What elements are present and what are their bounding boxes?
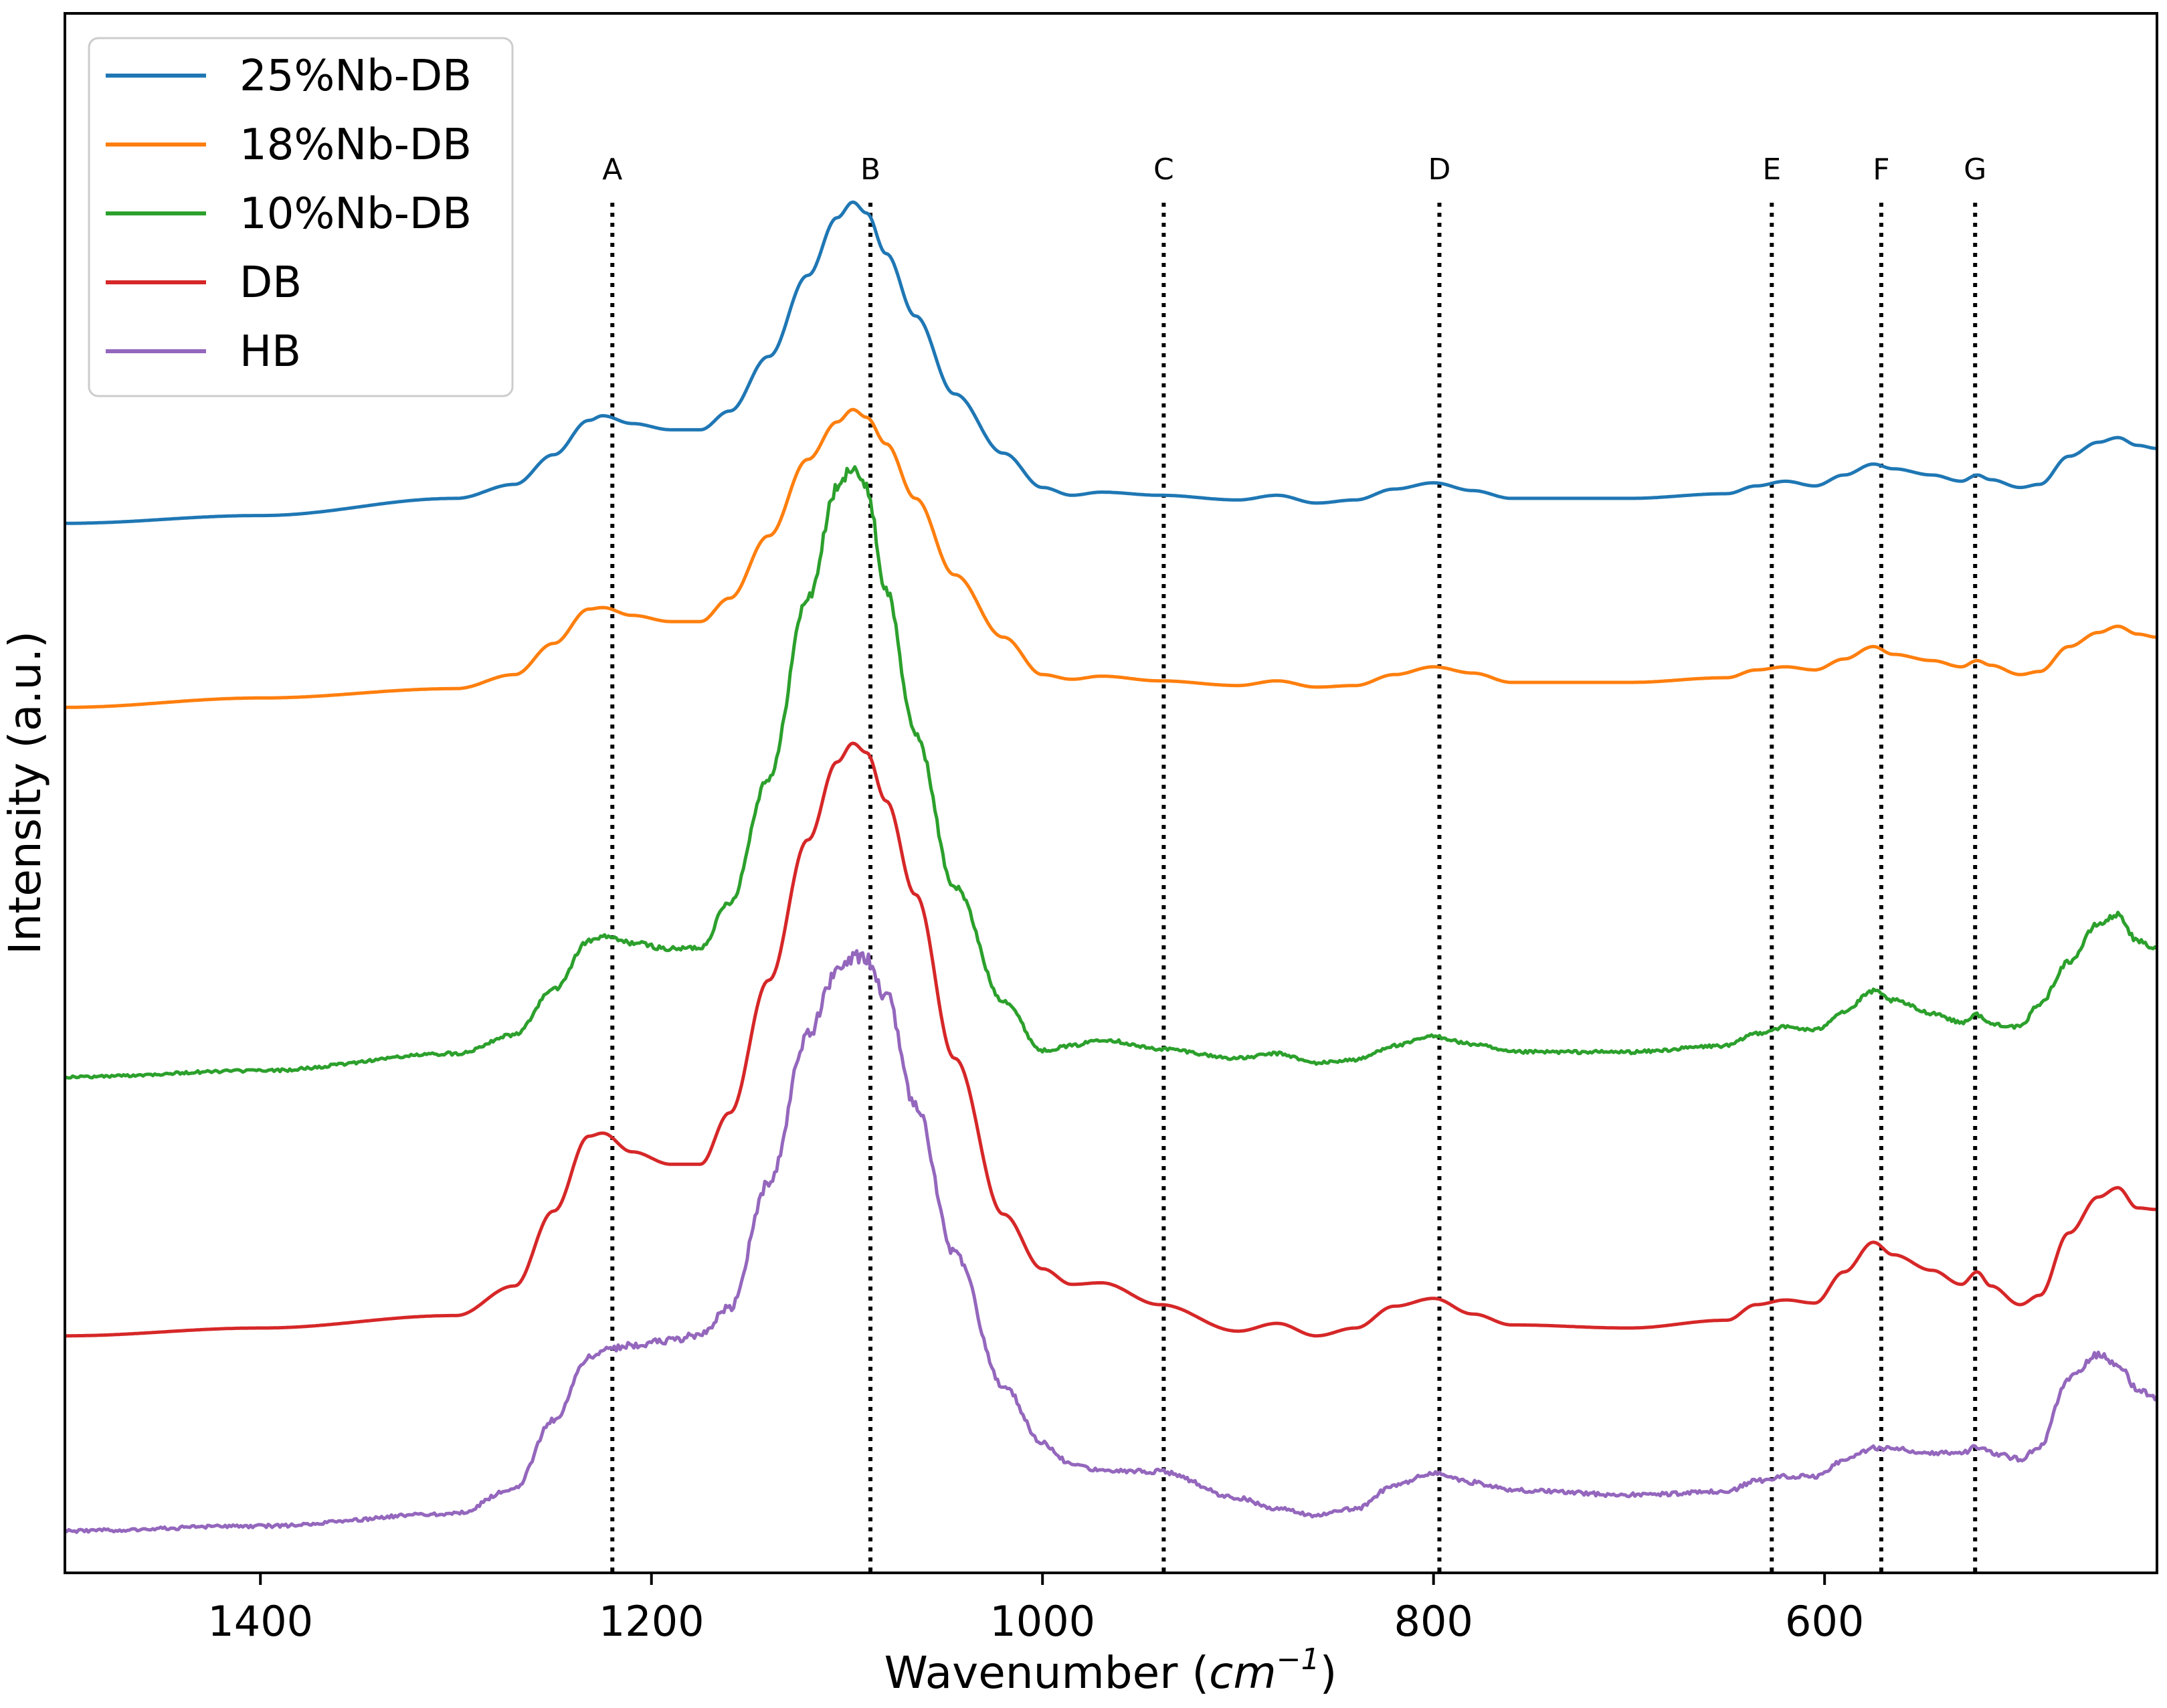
reference-lines: A B C D E F G (602, 153, 1986, 1573)
x-tick-label-1200: 1200 (599, 1597, 704, 1646)
x-axis: 1400 1200 1000 800 600 (207, 1573, 1864, 1646)
series-line-18-nb-db (65, 407, 2158, 709)
reference-label-b: B (860, 153, 880, 187)
reference-label-f: F (1873, 153, 1889, 187)
legend-label-hb: HB (240, 327, 301, 377)
legend-box (88, 37, 514, 397)
plot-frame (64, 12, 2158, 1574)
series-line-db (65, 741, 2158, 1338)
legend-entries: 25%Nb-DB 18%Nb-DB 10%Nb-DB DB HB (106, 52, 472, 377)
reference-label-a: A (602, 153, 622, 187)
legend-label-25-nb-db: 25%Nb-DB (240, 52, 472, 101)
x-tick-label-800: 800 (1394, 1597, 1473, 1646)
series-line-10-nb-db (64, 465, 2158, 1080)
reference-label-e: E (1762, 153, 1781, 187)
series-lines (64, 200, 2159, 1534)
legend-label-db: DB (240, 258, 302, 308)
x-tick-label-1400: 1400 (207, 1597, 313, 1646)
legend-label-18-nb-db: 18%Nb-DB (240, 120, 472, 170)
plot-area: A B C D E F G (64, 12, 2159, 1574)
series-line-hb (64, 949, 2159, 1534)
x-tick-label-600: 600 (1785, 1597, 1864, 1646)
legend: 25%Nb-DB 18%Nb-DB 10%Nb-DB DB HB (88, 37, 514, 397)
reference-label-g: G (1964, 153, 1986, 187)
legend-label-10-nb-db: 10%Nb-DB (240, 189, 472, 239)
x-axis-label: Wavenumber (cm−1) (884, 1642, 1337, 1699)
x-tick-label-1000: 1000 (990, 1597, 1095, 1646)
series-line-25-nb-db (65, 200, 2158, 525)
y-axis-label: Intensity (a.u.) (0, 631, 51, 955)
reference-label-c: C (1153, 153, 1174, 187)
reference-label-d: D (1428, 153, 1451, 187)
